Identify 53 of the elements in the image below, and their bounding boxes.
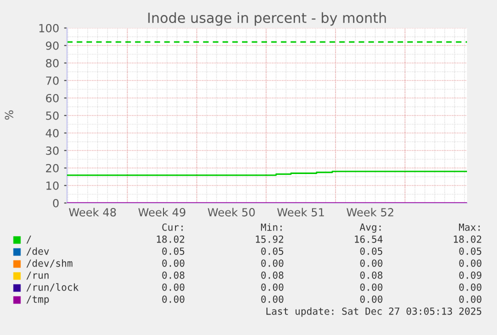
text: Avg: (360, 224, 381, 233)
text: 0.05 (459, 247, 482, 255)
y-axis-title: % (4, 110, 14, 120)
x-tick-label: Week 50 (208, 208, 255, 216)
x-tick-label: Week 49 (138, 208, 186, 216)
legend-label: /dev (26, 247, 49, 256)
text: 0.00 (360, 295, 382, 303)
text: Cur: (162, 223, 183, 231)
text: 0.00 (459, 295, 482, 303)
text: 0.00 (261, 295, 284, 303)
chart-title: Inode usage in percent - by month (148, 12, 386, 26)
text: 0.08 (261, 271, 284, 279)
y-tick-label: 100 (39, 24, 59, 32)
legend-label: /run/lock (26, 283, 79, 292)
text: 0.00 (459, 259, 482, 267)
y-tick-label: 60 (46, 94, 59, 102)
text: 0.00 (162, 283, 184, 291)
x-tick-label: Week 48 (68, 208, 116, 216)
text: Max: (458, 224, 480, 231)
legend-label: / (26, 236, 32, 244)
text: 15.92 (256, 235, 284, 243)
y-tick-label: 50 (46, 111, 59, 120)
text: Min: (260, 223, 282, 231)
text: 0.09 (459, 271, 482, 279)
y-tick-label: 0 (53, 198, 59, 208)
y-tick-label: 80 (46, 58, 59, 68)
legend-label: /dev/shm (26, 259, 72, 268)
x-tick-label: Week 51 (277, 208, 324, 216)
text: 18.02 (156, 235, 184, 243)
text: 0.05 (162, 247, 184, 255)
text: 0.08 (162, 271, 184, 279)
text: 0.00 (162, 259, 184, 267)
legend-label: /tmp (26, 296, 49, 305)
text: 16.54 (354, 235, 383, 243)
y-tick-label: 40 (46, 128, 59, 138)
x-tick-label: Week 52 (346, 208, 394, 216)
legend-label: /run (26, 272, 49, 280)
text: 0.00 (360, 283, 382, 291)
y-tick-label: 30 (46, 146, 59, 155)
y-tick-label: 20 (46, 164, 59, 172)
y-tick-label: 90 (46, 41, 59, 50)
text: 0.00 (261, 259, 284, 267)
text: 0.08 (360, 271, 382, 279)
text: 0.05 (360, 247, 382, 255)
text: Last update: Sat Dec 27 03:05:13 2025 (266, 307, 482, 317)
text: 0.00 (459, 283, 482, 291)
text: 0.00 (360, 259, 382, 267)
y-tick-label: 70 (46, 76, 59, 85)
text: 0.00 (162, 295, 184, 303)
y-tick-label: 10 (46, 181, 59, 190)
text: 18.02 (454, 235, 482, 243)
text: 0.00 (261, 283, 284, 291)
text: 0.05 (261, 247, 284, 255)
